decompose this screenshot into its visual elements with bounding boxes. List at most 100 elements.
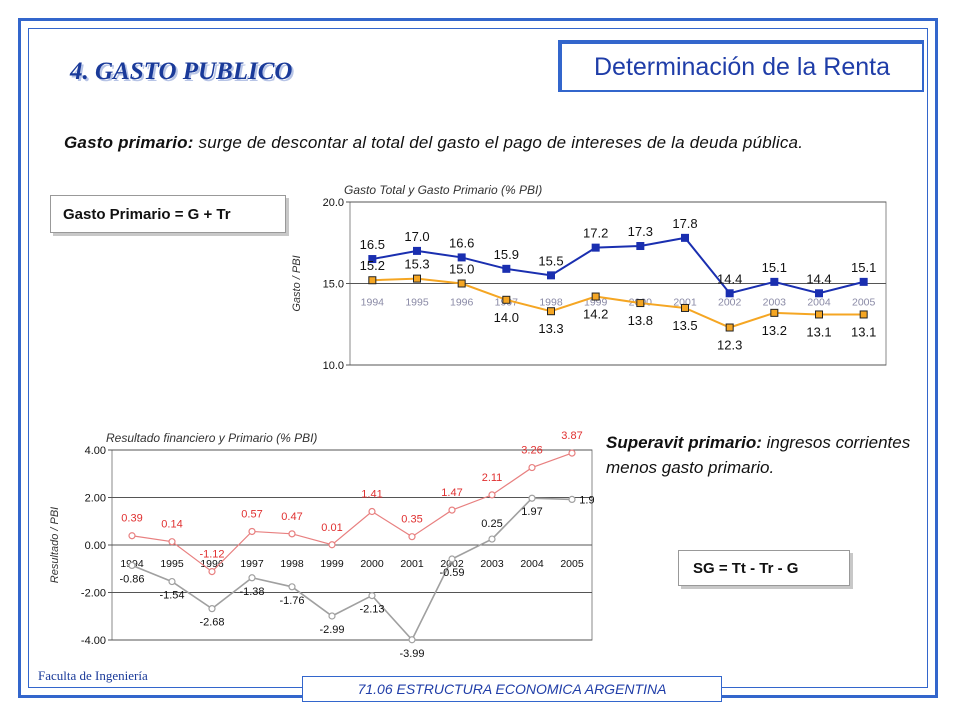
x-tick-label: 2003 bbox=[480, 558, 504, 570]
footer-course: 71.06 ESTRUCTURA ECONOMICA ARGENTINA bbox=[302, 676, 722, 702]
data-point bbox=[636, 299, 645, 308]
data-point bbox=[815, 310, 823, 319]
data-label: 13.5 bbox=[672, 318, 697, 333]
data-label: 0.01 bbox=[321, 522, 342, 534]
x-tick-label: 1999 bbox=[584, 297, 608, 309]
data-point bbox=[859, 277, 868, 286]
data-point bbox=[488, 535, 496, 543]
series-line-2 bbox=[372, 277, 864, 329]
y-tick-label: -4.00 bbox=[81, 635, 106, 647]
data-point bbox=[368, 591, 376, 600]
data-label: 15.3 bbox=[404, 257, 429, 272]
data-label: -2.99 bbox=[319, 624, 344, 636]
x-tick-label: 2000 bbox=[360, 558, 384, 570]
y-axis-label: Gasto / PBI bbox=[291, 255, 303, 311]
x-tick-label: 1994 bbox=[361, 297, 385, 309]
data-point bbox=[168, 538, 176, 546]
x-tick-label: 2004 bbox=[807, 297, 831, 309]
data-label: 16.6 bbox=[449, 235, 474, 250]
data-label: 17.3 bbox=[628, 224, 653, 239]
data-label: 13.3 bbox=[538, 321, 563, 336]
data-point bbox=[528, 463, 536, 472]
data-point bbox=[408, 636, 416, 644]
definition-term: Gasto primario: bbox=[64, 133, 194, 152]
data-point bbox=[408, 533, 416, 541]
y-tick-label: 4.00 bbox=[85, 445, 106, 457]
series-line-1 bbox=[131, 452, 573, 573]
data-point bbox=[368, 507, 376, 516]
data-point bbox=[725, 323, 734, 332]
data-label: 3.26 bbox=[521, 445, 542, 457]
data-point bbox=[168, 577, 176, 586]
x-tick-label: 2002 bbox=[718, 297, 742, 309]
data-point bbox=[568, 449, 576, 457]
x-tick-label: 2001 bbox=[673, 297, 697, 309]
data-point bbox=[636, 242, 645, 251]
data-label: 3.87 bbox=[561, 430, 582, 442]
data-label: 17.2 bbox=[583, 226, 608, 241]
x-tick-label: 1999 bbox=[320, 558, 344, 570]
x-tick-label: 1996 bbox=[450, 297, 474, 309]
data-point bbox=[248, 527, 256, 536]
data-point bbox=[128, 532, 136, 540]
formula-gasto-primario: Gasto Primario = G + Tr bbox=[50, 195, 286, 233]
data-point bbox=[681, 303, 689, 312]
definition-gasto-primario: Gasto primario: surge de descontar al to… bbox=[64, 130, 904, 155]
data-point bbox=[288, 583, 296, 591]
data-label: -2.68 bbox=[199, 617, 224, 629]
data-point bbox=[128, 561, 136, 570]
definition-text: surge de descontar al total del gasto el… bbox=[193, 133, 804, 152]
y-tick-label: 15.0 bbox=[323, 279, 344, 291]
data-label: 14.4 bbox=[806, 271, 831, 286]
section-title: 4. GASTO PUBLICO bbox=[70, 58, 293, 85]
data-label: 15.9 bbox=[494, 247, 519, 262]
data-label: 17.0 bbox=[404, 229, 429, 244]
data-point bbox=[448, 555, 456, 563]
y-tick-label: -2.00 bbox=[81, 588, 106, 600]
data-label: 0.14 bbox=[161, 519, 182, 531]
data-point bbox=[248, 574, 256, 582]
slide-header-title: Determinación de la Renta bbox=[562, 44, 922, 90]
y-tick-label: 10.0 bbox=[323, 360, 344, 372]
data-point bbox=[457, 279, 466, 288]
data-point bbox=[770, 277, 779, 286]
data-point bbox=[591, 243, 600, 252]
definition-text: ingresos corrientes menos gasto primario… bbox=[606, 433, 911, 477]
data-point bbox=[208, 605, 216, 613]
data-label: 15.1 bbox=[762, 260, 787, 275]
data-label: 14.0 bbox=[494, 310, 519, 325]
chart-resultado-financiero-primario: Resultado financiero y Primario (% PBI) R… bbox=[49, 430, 594, 660]
definition-superavit-primario: Superavit primario: ingresos corrientes … bbox=[606, 430, 936, 480]
y-tick-label: 0.00 bbox=[85, 540, 106, 552]
x-tick-label: 1995 bbox=[160, 558, 184, 570]
x-tick-label: 2002 bbox=[440, 558, 464, 570]
data-point bbox=[328, 541, 336, 549]
data-label: -1.38 bbox=[239, 586, 264, 598]
data-point bbox=[859, 310, 868, 319]
data-label: 0.57 bbox=[241, 508, 262, 520]
data-label: 17.8 bbox=[672, 216, 697, 231]
data-label: -2.13 bbox=[359, 604, 384, 616]
data-label: -0.86 bbox=[119, 573, 144, 585]
data-label: 1.47 bbox=[441, 487, 462, 499]
x-tick-label: 2001 bbox=[400, 558, 424, 570]
data-point bbox=[328, 612, 336, 620]
data-label: 13.8 bbox=[628, 313, 653, 328]
data-label: -1.54 bbox=[159, 590, 184, 602]
data-point bbox=[681, 233, 689, 242]
data-point bbox=[770, 308, 779, 317]
data-label: 0.35 bbox=[401, 514, 422, 526]
x-tick-label: 1998 bbox=[539, 297, 563, 309]
data-label: 15.0 bbox=[449, 262, 474, 277]
y-axis-label: Resultado / PBI bbox=[49, 507, 61, 583]
data-label: 14.2 bbox=[583, 307, 608, 322]
data-point bbox=[413, 246, 421, 255]
data-label: 13.1 bbox=[851, 324, 876, 339]
definition-term: Superavit primario: bbox=[606, 433, 762, 452]
data-label: 0.47 bbox=[281, 511, 302, 523]
y-tick-label: 20.0 bbox=[323, 197, 344, 209]
data-label: 15.1 bbox=[851, 260, 876, 275]
data-point bbox=[457, 253, 466, 262]
data-label: 16.5 bbox=[360, 237, 385, 252]
x-tick-label: 2003 bbox=[763, 297, 787, 309]
